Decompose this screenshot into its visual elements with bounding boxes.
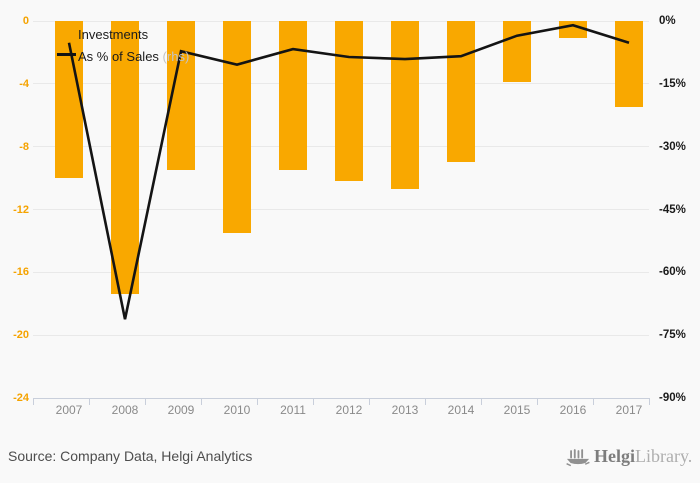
legend-label-investments: Investments (78, 27, 149, 42)
y-axis-right-label: -15% (659, 77, 686, 90)
y-axis-right-label: -45% (659, 203, 686, 216)
x-axis-label-2010: 2010 (223, 403, 251, 417)
bar-2009 (167, 21, 195, 171)
y-axis-left-label: -12 (13, 203, 29, 216)
bar-2015 (503, 21, 531, 83)
bar-2014 (447, 21, 475, 163)
y-axis-right-label: -30% (659, 140, 686, 153)
x-axis-label-2017: 2017 (615, 403, 643, 417)
y-axis-left-label: -20 (13, 329, 29, 342)
bar-2017 (615, 21, 643, 108)
y-axis-left-label: -8 (19, 140, 29, 153)
x-axis-label-2014: 2014 (447, 403, 475, 417)
bar-2010 (223, 21, 251, 234)
x-axis-label-2008: 2008 (111, 403, 139, 417)
source-text: Source: Company Data, Helgi Analytics (8, 448, 253, 464)
x-axis-label-2009: 2009 (167, 403, 195, 417)
x-axis-label-2013: 2013 (391, 403, 419, 417)
bar-2011 (279, 21, 307, 171)
x-axis-tick (89, 398, 90, 405)
y-axis-left-label: -4 (19, 77, 29, 90)
legend-pct-of-sales-text: As % of Sales (78, 49, 159, 64)
y-axis-left-label: -16 (13, 266, 29, 279)
y-axis-right-label: -75% (659, 329, 686, 342)
bar-2007 (55, 21, 83, 179)
x-axis-tick (145, 398, 146, 405)
logo-library: Library. (635, 446, 693, 466)
x-axis-tick (313, 398, 314, 405)
x-axis-tick (649, 398, 650, 405)
x-axis-tick (593, 398, 594, 405)
gridline (33, 334, 649, 336)
x-axis-tick (369, 398, 370, 405)
x-axis-baseline (33, 397, 649, 399)
legend-label-pct-of-sales: As % of Sales (rhs) (78, 49, 189, 64)
x-axis-tick (425, 398, 426, 405)
y-axis-right-label: -90% (659, 392, 686, 404)
x-axis-label-2012: 2012 (335, 403, 363, 417)
bar-2013 (391, 21, 419, 190)
x-axis-tick (201, 398, 202, 405)
x-axis-label-2015: 2015 (503, 403, 531, 417)
x-axis-label-2007: 2007 (55, 403, 83, 417)
y-axis-right-label: -60% (659, 266, 686, 279)
helgi-library-logo: HelgiLibrary. (566, 446, 692, 467)
legend-rhs-note: (rhs) (158, 49, 190, 64)
bar-2012 (335, 21, 363, 182)
ship-icon (566, 448, 590, 466)
logo-helgi: Helgi (594, 446, 635, 466)
x-axis-tick (481, 398, 482, 405)
x-axis-label-2016: 2016 (559, 403, 587, 417)
x-axis-tick (537, 398, 538, 405)
x-axis-tick (33, 398, 34, 405)
y-axis-right-label: 0% (659, 15, 676, 27)
line-legend-key (57, 53, 76, 56)
y-axis-left-label: 0 (22, 15, 29, 27)
x-axis-label-2011: 2011 (280, 403, 306, 417)
bar-2016 (559, 21, 587, 39)
y-axis-left-label: -24 (13, 392, 29, 404)
x-axis-tick (257, 398, 258, 405)
